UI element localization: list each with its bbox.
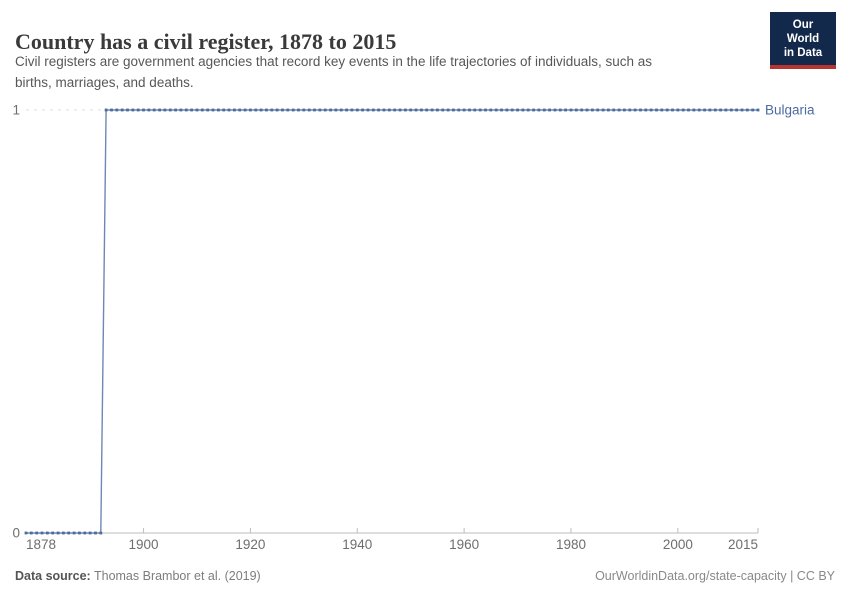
x-tick-label: 1980 <box>556 537 586 552</box>
owid-logo[interactable]: Our World in Data <box>770 12 836 70</box>
y-tick-label: 1 <box>12 103 20 118</box>
chart-subtitle: Civil registers are government agencies … <box>15 52 652 94</box>
chart-subtitle-line2: births, marriages, and deaths. <box>15 74 194 90</box>
x-tick-label: 1900 <box>129 537 159 552</box>
series-markers-bulgaria <box>24 108 760 535</box>
x-tick-label: 1940 <box>342 537 372 552</box>
x-tick-label: 2000 <box>663 537 693 552</box>
data-source-note: Data source: Thomas Brambor et al. (2019… <box>15 569 261 583</box>
x-tick-label: 1960 <box>449 537 479 552</box>
data-source-label: Data source: <box>15 569 91 583</box>
x-tick-label: 2015 <box>728 537 758 552</box>
chart-subtitle-line1: Civil registers are government agencies … <box>15 54 653 69</box>
owid-logo-line2: in Data <box>783 46 823 59</box>
data-source-value: Thomas Brambor et al. (2019) <box>90 569 261 583</box>
y-tick-label: 0 <box>12 526 20 541</box>
owid-logo-line1: Our World <box>786 19 820 45</box>
x-tick-label: 1920 <box>235 537 265 552</box>
series-line-bulgaria <box>26 109 758 534</box>
series-label-bulgaria: Bulgaria <box>765 103 815 118</box>
x-tick-label: 1878 <box>26 537 56 552</box>
page-title: Country has a civil register, 1878 to 20… <box>15 28 397 54</box>
rights-link[interactable]: OurWorldinData.org/state-capacity | CC B… <box>595 569 835 583</box>
